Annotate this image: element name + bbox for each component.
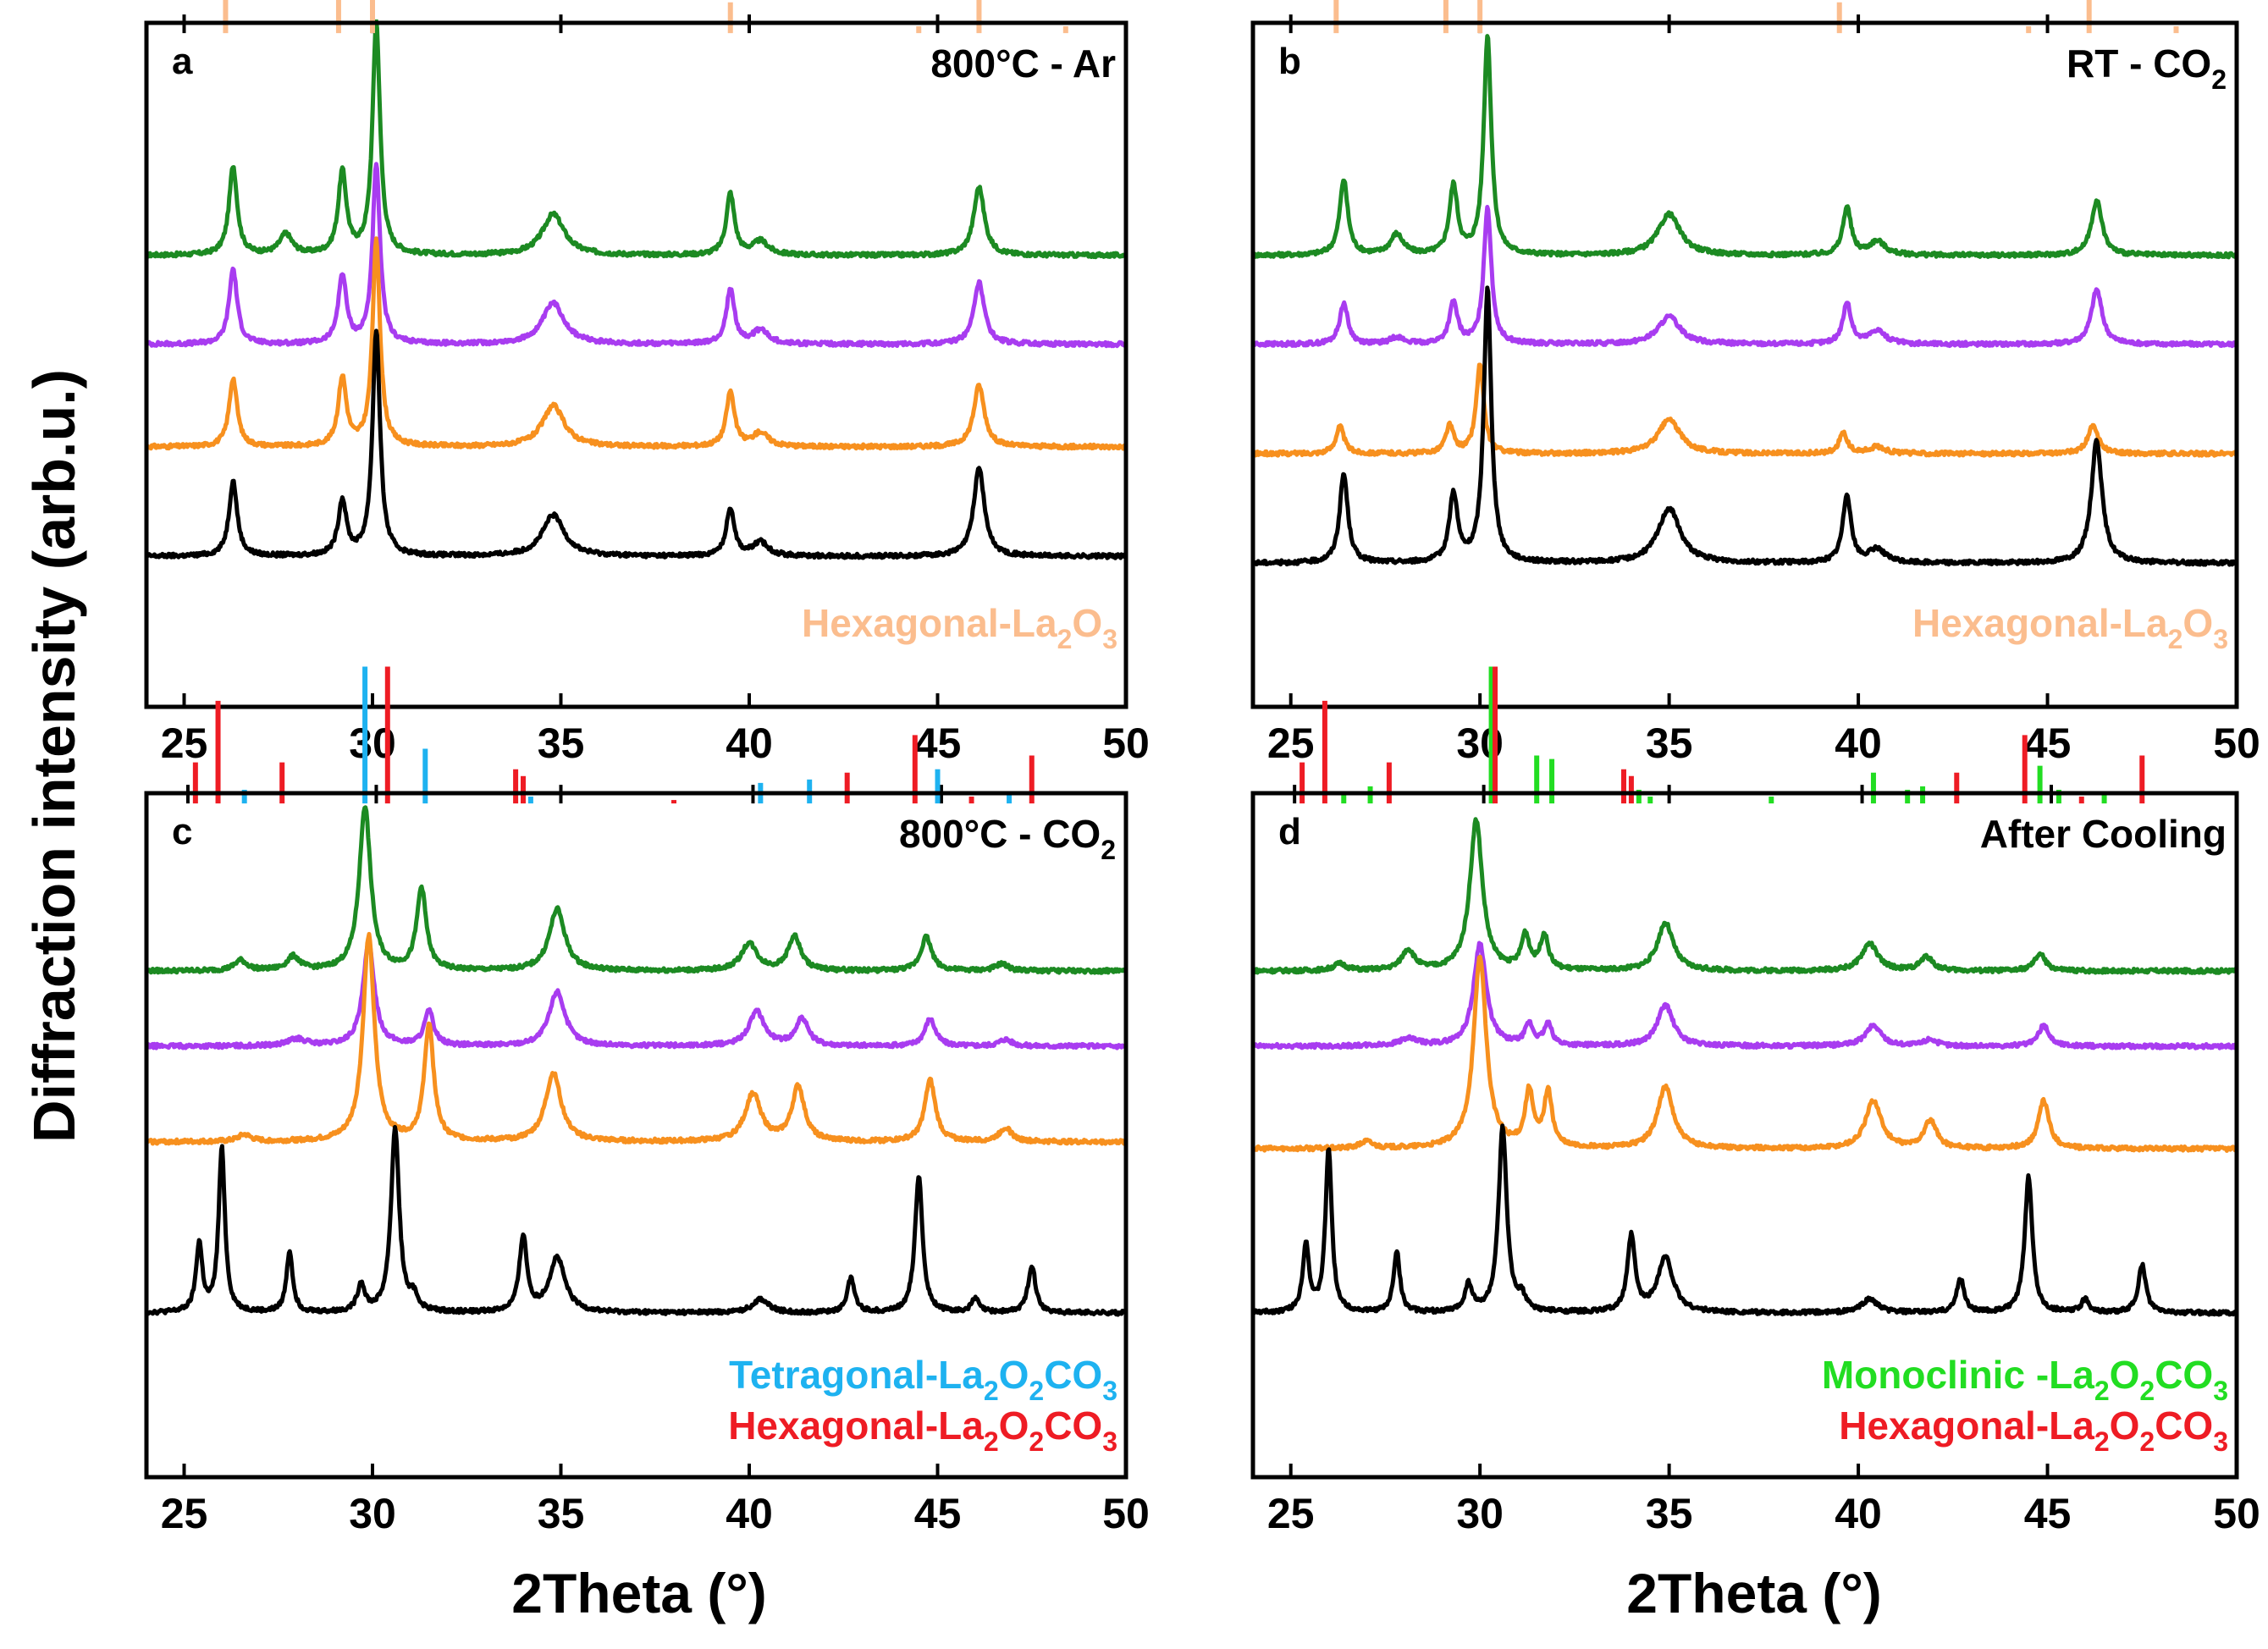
series-green: [1253, 34, 2237, 260]
series-green: [146, 19, 1126, 260]
x-tick-label: 45: [914, 1490, 962, 1537]
axes-frame: [144, 20, 1128, 709]
x-tick-label: 30: [1456, 1490, 1504, 1537]
x-tick-label: 50: [2213, 720, 2260, 767]
series-orange: [146, 931, 1126, 1146]
series-orange: [1253, 954, 2237, 1153]
panel-title: After Cooling: [1980, 812, 2227, 856]
x-tick-label: 25: [161, 1490, 208, 1537]
axes-frame: [144, 791, 1128, 1480]
x-tick-label: 30: [349, 1490, 396, 1537]
x-tick-label: 50: [2213, 1490, 2260, 1537]
x-tick-label: 25: [1267, 1490, 1315, 1537]
ref-label: Monoclinic -La2O2CO3: [1822, 1353, 2228, 1406]
x-tick-label: 50: [1102, 1490, 1150, 1537]
series-orange: [146, 236, 1126, 451]
x-tick-label: 45: [2024, 720, 2072, 767]
ref-label: Hexagonal-La2O2CO3: [1839, 1404, 2228, 1457]
series-orange: [1253, 362, 2237, 458]
x-tick-label: 45: [914, 720, 962, 767]
ref-label: Hexagonal-La2O2CO3: [728, 1404, 1117, 1457]
series-black: [1253, 1123, 2237, 1317]
panel-title: 800°C - Ar: [930, 41, 1116, 85]
x-tick-label: 25: [161, 720, 208, 767]
x-tick-label: 40: [1835, 720, 1882, 767]
series-purple: [146, 162, 1126, 349]
series-black: [146, 1125, 1126, 1317]
axes-frame: [1250, 20, 2239, 709]
series-purple: [146, 939, 1126, 1051]
x-tick-label: 45: [2024, 1490, 2072, 1537]
x-tick-label: 25: [1267, 720, 1315, 767]
panel-letter: b: [1278, 41, 1301, 82]
x-tick-label: 40: [726, 720, 773, 767]
x-tick-label: 35: [538, 720, 585, 767]
ref-label: Hexagonal-La2O3: [1912, 601, 2228, 654]
x-tick-label: 50: [1102, 720, 1150, 767]
x-tick-label: 35: [1646, 1490, 1693, 1537]
panel-c: 25 30 35 40 45 50 c 800°C - CO2 Tetragonal-La2O2…: [144, 666, 1150, 1537]
ref-label: Hexagonal-La2O3: [802, 601, 1117, 654]
series-purple: [1253, 940, 2237, 1051]
x-tick-label: 40: [1835, 1490, 1882, 1537]
x-tick-label: 40: [726, 1490, 773, 1537]
panel-d: 25 30 35 40 45 50 d After Cooling Monoclinic -La…: [1250, 666, 2260, 1537]
x-axis-label-left: 2Theta (°): [511, 1562, 766, 1624]
x-tick-label: 35: [1646, 720, 1693, 767]
series-black: [1253, 285, 2237, 567]
series-green: [1253, 817, 2237, 975]
series-black: [146, 328, 1126, 560]
panel-title: RT - CO2: [2067, 41, 2227, 95]
series-green: [146, 805, 1126, 975]
axes-frame: [1250, 791, 2239, 1480]
ref-label: Tetragonal-La2O2CO3: [729, 1353, 1117, 1406]
panel-letter: d: [1278, 811, 1301, 852]
panel-letter: a: [172, 41, 193, 82]
series-purple: [1253, 205, 2237, 349]
panel-letter: c: [172, 811, 192, 852]
x-axis-label-right: 2Theta (°): [1626, 1562, 1881, 1624]
y-axis-label: Diffraction intensity (arb.u.): [21, 369, 87, 1143]
panel-title: 800°C - CO2: [899, 812, 1116, 865]
x-tick-label: 35: [538, 1490, 585, 1537]
